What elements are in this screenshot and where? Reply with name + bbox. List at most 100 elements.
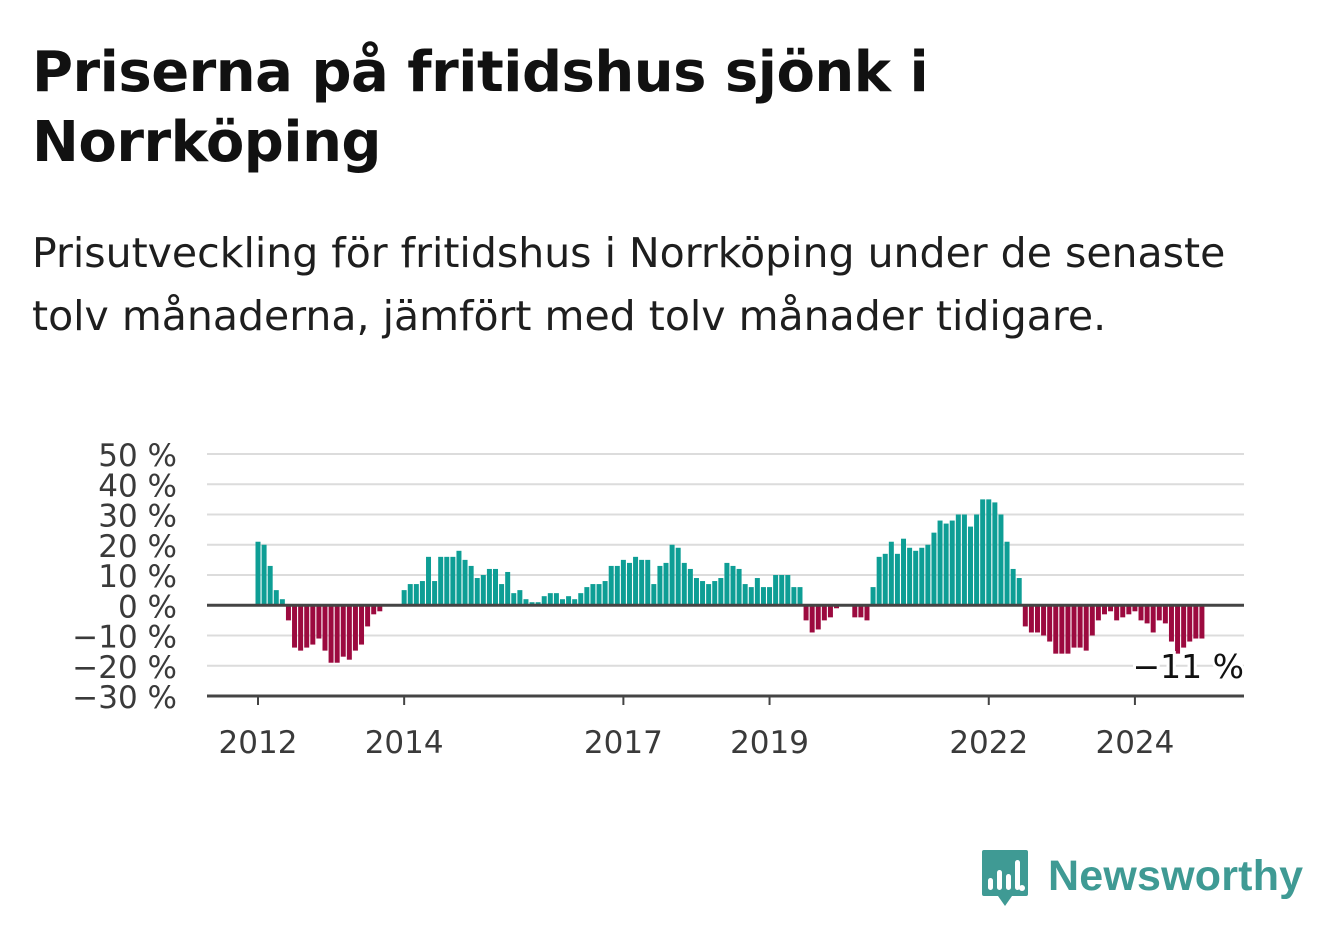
bar bbox=[931, 532, 937, 606]
bar bbox=[724, 562, 730, 606]
bar bbox=[712, 581, 718, 606]
newsworthy-logo: Newsworthy bbox=[980, 848, 1303, 910]
bar bbox=[961, 514, 967, 606]
bar bbox=[730, 565, 736, 606]
bar bbox=[1089, 605, 1095, 636]
bar bbox=[474, 578, 480, 606]
bar bbox=[517, 590, 523, 606]
bar bbox=[426, 556, 432, 606]
bar bbox=[328, 605, 334, 663]
bar bbox=[285, 605, 291, 621]
bar bbox=[1193, 605, 1199, 639]
bar bbox=[992, 502, 998, 606]
bar bbox=[986, 499, 992, 606]
bar bbox=[1034, 605, 1040, 633]
bar bbox=[1168, 605, 1174, 642]
bar bbox=[450, 556, 456, 606]
bar bbox=[334, 605, 340, 663]
x-axis-labels: 2012 2014 2017 2019 2022 2024 bbox=[219, 696, 1174, 761]
bar bbox=[968, 526, 973, 606]
bar bbox=[352, 605, 358, 651]
newsworthy-chart-bubble-icon bbox=[982, 850, 1028, 906]
bar bbox=[736, 568, 742, 606]
bar bbox=[493, 568, 498, 606]
y-tick-label: 40 % bbox=[98, 468, 177, 504]
y-tick-label: 30 % bbox=[98, 499, 177, 535]
bar bbox=[718, 578, 724, 606]
bar bbox=[1016, 578, 1022, 606]
y-tick-label: −20 % bbox=[72, 650, 177, 686]
y-tick-label: −10 % bbox=[72, 620, 177, 656]
bar bbox=[572, 599, 578, 606]
bar bbox=[462, 559, 468, 606]
bar bbox=[267, 565, 273, 606]
bar bbox=[273, 590, 279, 606]
bar bbox=[1108, 605, 1114, 612]
bar bbox=[779, 575, 785, 606]
axes bbox=[207, 603, 1244, 698]
bar bbox=[925, 544, 931, 606]
y-tick-label: 50 % bbox=[98, 438, 177, 474]
bar bbox=[1199, 605, 1205, 639]
bar bbox=[1150, 605, 1156, 633]
bar bbox=[834, 605, 840, 609]
x-tick-label: 2024 bbox=[1095, 725, 1174, 761]
bar bbox=[943, 523, 949, 606]
bar bbox=[541, 596, 547, 606]
bar bbox=[864, 605, 870, 621]
bar bbox=[304, 605, 310, 648]
bar bbox=[1077, 605, 1083, 648]
bar bbox=[292, 605, 298, 648]
y-tick-label: 20 % bbox=[98, 529, 177, 565]
bar bbox=[602, 581, 608, 606]
y-tick-label: 10 % bbox=[98, 559, 177, 595]
bar bbox=[700, 581, 706, 606]
bar bbox=[785, 575, 791, 606]
bar bbox=[980, 499, 986, 606]
bar bbox=[322, 605, 328, 651]
bar bbox=[919, 547, 925, 606]
bar bbox=[279, 599, 285, 606]
bar bbox=[590, 584, 596, 606]
bar bbox=[657, 565, 663, 606]
x-tick-label: 2022 bbox=[949, 725, 1028, 761]
brand-name: Newsworthy bbox=[1048, 851, 1304, 900]
bar bbox=[706, 584, 712, 606]
bar bbox=[1181, 605, 1187, 648]
bar bbox=[1071, 605, 1077, 648]
bar bbox=[365, 605, 371, 627]
bar bbox=[754, 578, 760, 606]
bar bbox=[1162, 605, 1168, 624]
bar bbox=[486, 568, 492, 606]
bar bbox=[760, 587, 766, 606]
bar bbox=[340, 605, 346, 657]
bar bbox=[876, 556, 882, 606]
bar bbox=[413, 584, 419, 606]
bar bbox=[1144, 605, 1150, 624]
bar bbox=[1047, 605, 1053, 642]
bar bbox=[645, 559, 651, 606]
bar bbox=[261, 544, 267, 606]
bar bbox=[821, 605, 827, 621]
bar bbox=[773, 575, 779, 606]
bar bbox=[852, 605, 858, 618]
bar bbox=[1101, 605, 1107, 615]
bar bbox=[1010, 568, 1016, 606]
bar bbox=[974, 514, 980, 606]
bar bbox=[1028, 605, 1034, 633]
bar bbox=[255, 541, 261, 606]
chart-title: Priserna på fritidshus sjönk i Norrköpin… bbox=[32, 40, 929, 175]
bar bbox=[998, 514, 1004, 606]
y-tick-label: −30 % bbox=[72, 680, 177, 716]
bar bbox=[791, 587, 797, 606]
bar bbox=[827, 605, 833, 618]
bar-chart: 50 %40 %30 %20 %10 %0 %−10 %−20 %−30 % 2… bbox=[72, 438, 1244, 761]
bar bbox=[596, 584, 602, 606]
bar bbox=[438, 556, 444, 606]
bar bbox=[614, 565, 620, 606]
bar bbox=[1126, 605, 1132, 615]
bar bbox=[511, 593, 517, 606]
bar bbox=[955, 514, 961, 606]
bar bbox=[687, 568, 693, 606]
x-tick-label: 2012 bbox=[219, 725, 298, 761]
